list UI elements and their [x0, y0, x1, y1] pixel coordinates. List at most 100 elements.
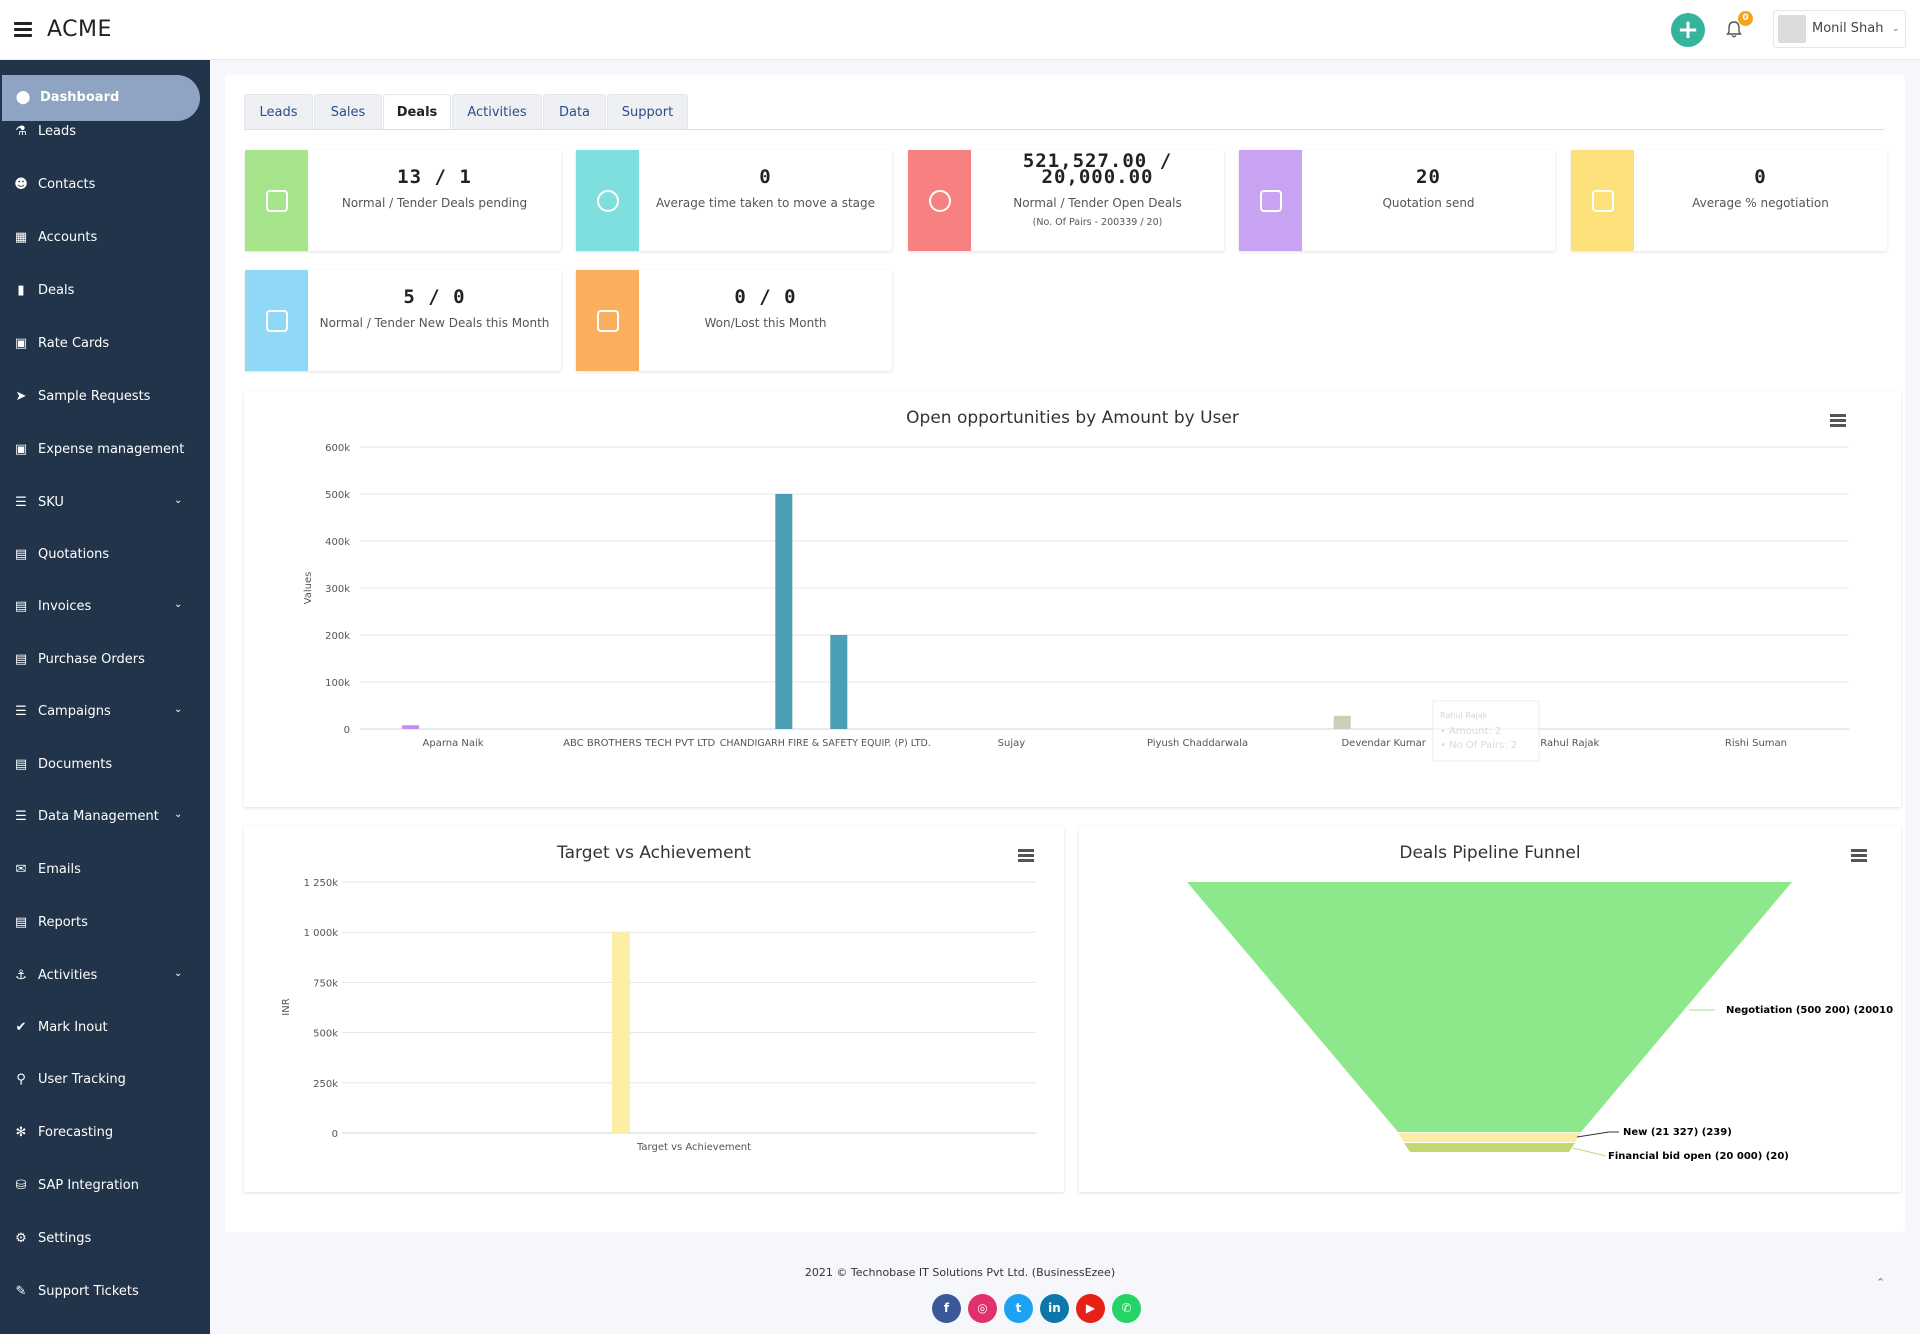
tab-data[interactable]: Data [543, 94, 606, 130]
sidebar-item-dashboard[interactable]: ⬤ Dashboard [2, 75, 200, 121]
sidebar-item-sku[interactable]: ☰ SKU ⌄ [0, 483, 210, 523]
user-name: Monil Shah [1812, 21, 1884, 36]
sidebar-item-quotations[interactable]: ▤ Quotations [0, 535, 210, 575]
sidebar-item-expense-management[interactable]: ▣ Expense management [0, 430, 210, 470]
sidebar-icon: ▤ [14, 547, 28, 562]
sidebar-item-emails[interactable]: ✉ Emails [0, 850, 210, 890]
tab-leads[interactable]: Leads [244, 94, 313, 130]
stat-card: 5 / 0 Normal / Tender New Deals this Mont… [245, 270, 561, 371]
y-tick-label: 100k [325, 678, 350, 689]
sidebar-icon: ⬤ [15, 90, 31, 105]
sidebar-item-label: Expense management [38, 442, 185, 457]
funnel-label: Negotiation (500 200) (20010 [1726, 1005, 1893, 1016]
stat-value: 521,527.00 / [1022, 150, 1173, 172]
facebook-icon[interactable]: f [932, 1294, 961, 1323]
stat-label: Quotation send [1382, 196, 1475, 210]
brand-logo[interactable]: ACME [47, 17, 112, 42]
sidebar-icon: ▮ [17, 283, 25, 298]
stat-card: 13 / 1 Normal / Tender Deals pending [245, 150, 561, 251]
add-button[interactable]: + [1671, 13, 1705, 47]
sidebar-icon: ▤ [14, 652, 28, 667]
chart-menu-icon[interactable] [1830, 414, 1846, 427]
user-menu[interactable]: Monil Shah ⌄ [1773, 10, 1906, 48]
sidebar-icon: ▤ [14, 757, 28, 772]
y-tick-label: 1 000k [304, 928, 339, 939]
x-tick-label: ABC BROTHERS TECH PVT LTD [563, 738, 715, 749]
bell-icon[interactable] [1723, 18, 1745, 40]
sidebar-item-campaigns[interactable]: ☰ Campaigns ⌄ [0, 692, 210, 732]
tooltip-title: Rahul Rajak [1440, 711, 1488, 720]
sidebar-item-activities[interactable]: ⚓ Activities ⌄ [0, 956, 210, 996]
sidebar-item-label: SAP Integration [38, 1178, 139, 1193]
sidebar-icon: ➤ [15, 389, 27, 404]
tab-support[interactable]: Support [607, 94, 688, 130]
money-icon [1571, 150, 1634, 251]
sidebar-item-purchase-orders[interactable]: ▤ Purchase Orders [0, 640, 210, 680]
chart-menu-icon[interactable] [1018, 849, 1034, 862]
chevron-down-icon: ⌄ [174, 704, 183, 715]
x-tick-label: Sujay [998, 738, 1026, 749]
chart-menu-icon[interactable] [1851, 849, 1867, 862]
linkedin-icon[interactable]: in [1040, 1294, 1069, 1323]
twitter-icon[interactable]: t [1004, 1294, 1033, 1323]
tooltip-line: • No Of Pairs: 2 [1440, 740, 1517, 751]
sidebar-item-user-tracking[interactable]: ⚲ User Tracking [0, 1060, 210, 1100]
y-tick-label: 600k [325, 443, 350, 454]
funnel-connector [1576, 1131, 1619, 1138]
target-vs-achievement-chart: 0 250k 500k 750k 1 000k 1 250k INR Target vs Ac… [281, 878, 1036, 1153]
funnel-label: Financial bid open (20 000) (20) [1608, 1151, 1789, 1162]
sidebar-icon: ✻ [15, 1125, 27, 1140]
sidebar-item-mark-inout[interactable]: ✔ Mark Inout [0, 1008, 210, 1048]
instagram-icon[interactable]: ◎ [968, 1294, 997, 1323]
sidebar-item-documents[interactable]: ▤ Documents [0, 745, 210, 785]
whatsapp-icon[interactable]: ✆ [1112, 1294, 1141, 1323]
sidebar-icon: ▤ [14, 915, 28, 930]
bar [830, 635, 848, 729]
y-tick-label: 0 [332, 1129, 338, 1140]
sidebar-icon: ▣ [14, 336, 28, 351]
y-tick-label: 0 [344, 725, 350, 736]
stat-sublabel: (No. Of Pairs - 200339 / 20) [1032, 217, 1163, 228]
tab-deals[interactable]: Deals [383, 94, 451, 130]
sidebar-item-sample-requests[interactable]: ➤ Sample Requests [0, 377, 210, 417]
tab-activities[interactable]: Activities [452, 94, 542, 130]
sidebar-icon: ☻ [14, 177, 28, 192]
stat-card: 521,527.00 /20,000.00 Normal / Tender Ope… [908, 150, 1224, 251]
scroll-top-icon[interactable]: ⌃ [1876, 1276, 1886, 1289]
chevron-down-icon: ⌄ [174, 968, 183, 979]
sidebar-item-rate-cards[interactable]: ▣ Rate Cards [0, 324, 210, 364]
sidebar-item-sap-integration[interactable]: ⛁ SAP Integration [0, 1166, 210, 1206]
y-tick-label: 500k [325, 490, 350, 501]
sidebar-item-deals[interactable]: ▮ Deals [0, 271, 210, 311]
menu-toggle-icon[interactable] [14, 22, 32, 37]
sidebar-item-invoices[interactable]: ▤ Invoices ⌄ [0, 587, 210, 627]
open-opportunities-chart: 0 100k 200k 300k 400k 500k 600k Values Aparna Na… [303, 443, 1849, 762]
stat-value-secondary: 20,000.00 [1041, 166, 1154, 188]
sidebar-item-forecasting[interactable]: ✻ Forecasting [0, 1113, 210, 1153]
stat-value: 0 [1754, 166, 1767, 188]
stat-label: Normal / Tender New Deals this Month [319, 316, 550, 330]
sidebar-item-reports[interactable]: ▤ Reports [0, 903, 210, 943]
sidebar: ⬤ Dashboard ⚗ Leads ☻ Contacts ▦ Accounts ▮ Deals… [0, 60, 210, 1334]
stat-label: Average % negotiation [1692, 196, 1829, 210]
tabs-divider [244, 129, 1884, 130]
y-axis-label: INR [281, 998, 292, 1015]
sidebar-item-support-tickets[interactable]: ✎ Support Tickets [0, 1272, 210, 1312]
sidebar-item-data-management[interactable]: ☰ Data Management ⌄ [0, 797, 210, 837]
sidebar-item-label: Forecasting [38, 1125, 114, 1140]
sidebar-icon: ✉ [15, 862, 27, 877]
sidebar-item-leads[interactable]: ⚗ Leads [0, 112, 210, 152]
stat-value: 5 / 0 [403, 286, 466, 308]
youtube-icon[interactable]: ▶ [1076, 1294, 1105, 1323]
tab-sales[interactable]: Sales [314, 94, 382, 130]
sidebar-item-label: Campaigns [38, 704, 111, 719]
sidebar-item-label: Documents [38, 757, 113, 772]
sidebar-item-label: Activities [38, 968, 98, 983]
sidebar-icon: ⛁ [15, 1178, 27, 1193]
sidebar-item-settings[interactable]: ⚙ Settings [0, 1219, 210, 1259]
tooltip-line: • Amount: 2 [1440, 726, 1501, 737]
stat-value: 20 [1416, 166, 1441, 188]
funnel-segment [1187, 882, 1792, 1132]
sidebar-item-contacts[interactable]: ☻ Contacts [0, 165, 210, 205]
sidebar-item-accounts[interactable]: ▦ Accounts [0, 218, 210, 258]
